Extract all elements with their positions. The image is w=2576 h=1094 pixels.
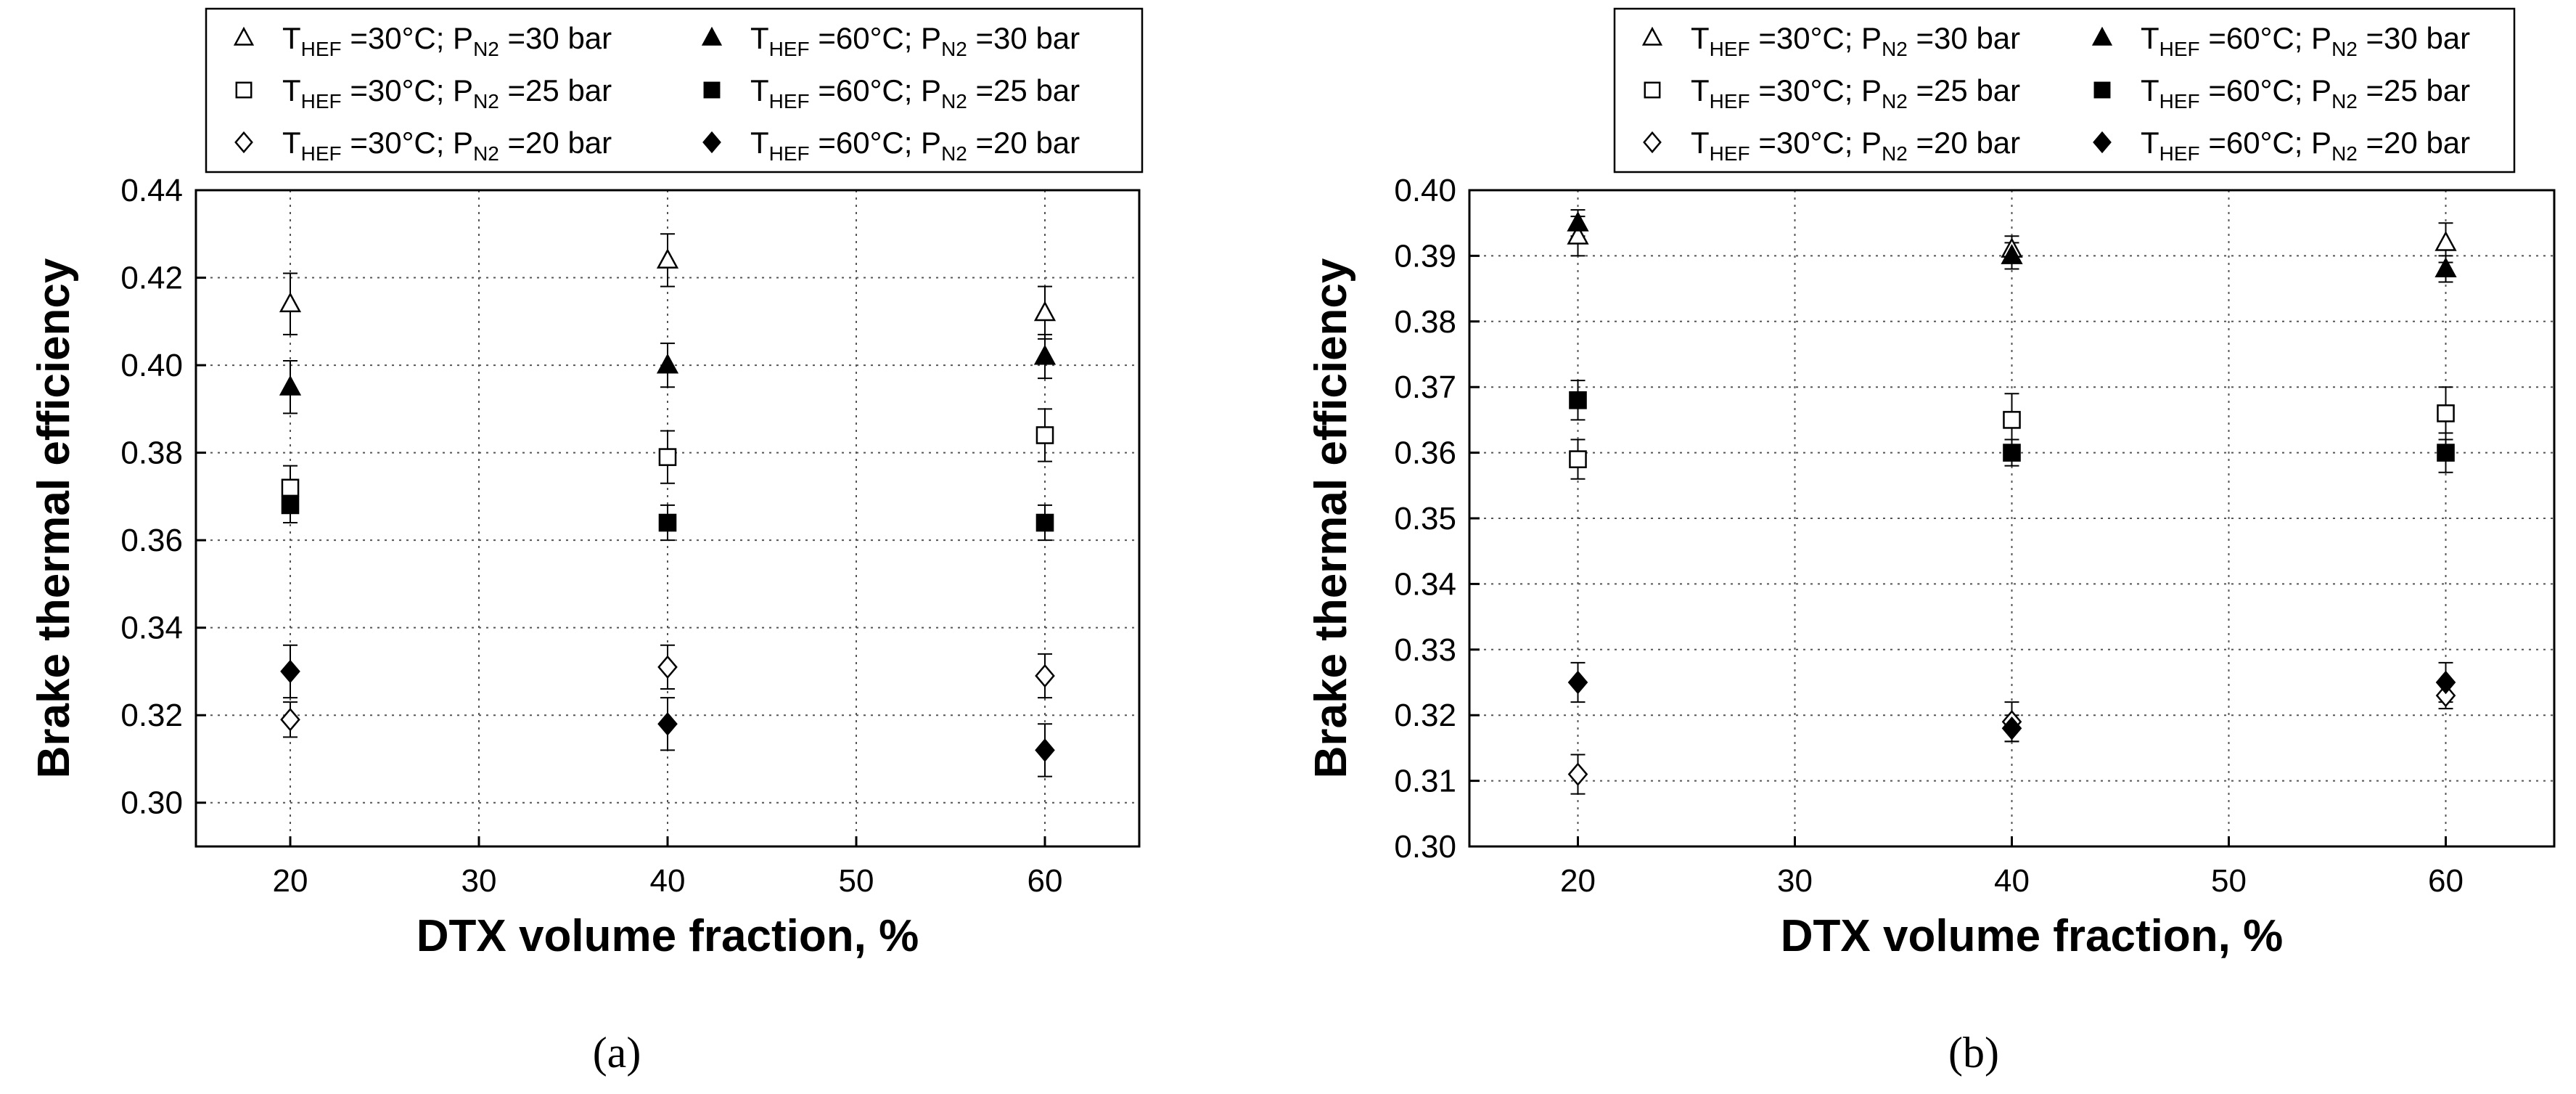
y-tick-label: 0.40 (1394, 173, 1456, 208)
y-axis-label: Brake thermal efficiency (29, 258, 79, 778)
data-point (1035, 738, 1055, 762)
data-point (1567, 211, 1589, 232)
legend-entry: THEF =30°C; PN2 =30 bar (1691, 21, 2020, 60)
data-point (1567, 670, 1588, 695)
legend-box (1613, 7, 2516, 174)
data-point (658, 513, 677, 532)
legend-entry: THEF =60°C; PN2 =20 bar (2141, 126, 2470, 165)
data-point (1033, 344, 1057, 365)
data-point (1567, 224, 1589, 245)
data-point (658, 448, 677, 466)
legend-entry: THEF =60°C; PN2 =30 bar (750, 21, 1080, 60)
y-tick-label: 0.42 (120, 261, 183, 296)
data-point (1569, 450, 1587, 468)
x-tick-label: 40 (650, 863, 686, 899)
y-tick-label: 0.32 (120, 698, 183, 733)
legend-marker (1644, 81, 1661, 99)
chart-panel-a: 20 30 40 50 60 0.30 0.32 0.34 0.36 0.38 0.40 0.42 0.… (29, 7, 1144, 1077)
y-tick-label: 0.34 (1394, 566, 1456, 602)
panel-label: (b) (1948, 1029, 1999, 1077)
x-tick-label: 50 (839, 863, 874, 899)
data-point (2437, 404, 2455, 423)
legend-marker (233, 26, 255, 46)
data-point (2003, 444, 2021, 462)
legend-entry: THEF =30°C; PN2 =20 bar (282, 126, 612, 165)
chart-b-svg: 20 30 40 50 60 0.30 0.31 0.32 0.33 0.34 0.35 0.36 0.… (1306, 7, 2556, 1077)
x-tick-label: 30 (462, 863, 497, 899)
legend-box (205, 7, 1144, 174)
data-point (279, 375, 302, 396)
legend-marker (234, 131, 253, 154)
y-tick-label: 0.30 (120, 785, 183, 821)
data-point (1035, 664, 1055, 688)
y-tick-label: 0.31 (1394, 764, 1456, 799)
data-point (2435, 683, 2456, 708)
legend-entry: THEF =60°C; PN2 =20 bar (750, 126, 1080, 165)
data-point (1035, 426, 1054, 444)
legend-entry: THEF =30°C; PN2 =20 bar (1691, 126, 2020, 165)
y-tick-label: 0.33 (1394, 632, 1456, 668)
y-tick-label: 0.44 (120, 173, 183, 208)
legend-entry: THEF =60°C; PN2 =30 bar (2141, 21, 2470, 60)
data-point (281, 478, 300, 497)
data-point (280, 659, 300, 684)
legend-marker (2091, 26, 2113, 46)
y-tick-label: 0.37 (1394, 370, 1456, 405)
x-tick-label: 60 (1027, 863, 1063, 899)
y-tick-label: 0.38 (120, 436, 183, 471)
chart-panel-b: 20 30 40 50 60 0.30 0.31 0.32 0.33 0.34 0.35 0.36 0.… (1288, 0, 2576, 1094)
data-point (2001, 244, 2023, 264)
y-tick-label: 0.30 (1394, 829, 1456, 865)
data-point (2435, 670, 2456, 695)
legend-marker (701, 26, 723, 46)
data-point (2437, 444, 2455, 462)
y-tick-label: 0.39 (1394, 238, 1456, 274)
legend-marker (1643, 131, 1662, 154)
legend-entry: THEF =60°C; PN2 =25 bar (750, 73, 1080, 113)
y-tick-label: 0.40 (120, 348, 183, 383)
legend-entry: THEF =30°C; PN2 =25 bar (282, 73, 612, 113)
x-tick-label: 20 (273, 863, 308, 899)
data-point (1033, 301, 1057, 322)
legend-entry: THEF =30°C; PN2 =30 bar (282, 21, 612, 60)
x-tick-label: 60 (2428, 863, 2464, 899)
legend-marker (2093, 131, 2112, 154)
legend-entry: THEF =30°C; PN2 =25 bar (1691, 73, 2020, 113)
legend-entry: THEF =60°C; PN2 =25 bar (2141, 73, 2470, 113)
legend-marker (235, 81, 253, 99)
legend-marker (2093, 81, 2111, 99)
data-point (280, 707, 300, 732)
data-point (657, 712, 678, 736)
data-point (281, 496, 300, 515)
y-tick-label: 0.36 (120, 523, 183, 558)
y-tick-label: 0.34 (120, 611, 183, 646)
data-point (2435, 257, 2457, 277)
data-point (1567, 762, 1588, 786)
data-point (2001, 717, 2022, 740)
data-point (279, 292, 302, 313)
y-axis-label: Brake thermal efficiency (1306, 258, 1356, 778)
panel-label: (a) (593, 1029, 641, 1077)
y-tick-label: 0.38 (1394, 304, 1456, 340)
chart-a-svg: 20 30 40 50 60 0.30 0.32 0.34 0.36 0.38 0.40 0.42 0.… (29, 7, 1144, 1077)
x-tick-label: 30 (1777, 863, 1813, 899)
x-tick-label: 20 (1560, 863, 1596, 899)
legend-marker (702, 131, 721, 154)
legend-marker (703, 81, 721, 99)
y-tick-label: 0.35 (1394, 501, 1456, 536)
data-point (656, 353, 679, 374)
x-tick-label: 40 (1994, 863, 2030, 899)
y-tick-label: 0.32 (1394, 698, 1456, 733)
data-point (1569, 391, 1587, 409)
data-point (1035, 513, 1054, 532)
data-point (657, 655, 678, 679)
x-tick-label: 50 (2211, 863, 2247, 899)
legend-marker (1641, 26, 1663, 46)
data-point (2435, 231, 2457, 251)
x-axis-label: DTX volume fraction, % (1781, 911, 2283, 961)
y-tick-label: 0.36 (1394, 436, 1456, 471)
data-point (656, 248, 679, 269)
x-axis-label: DTX volume fraction, % (417, 911, 919, 961)
data-point (2003, 411, 2021, 429)
